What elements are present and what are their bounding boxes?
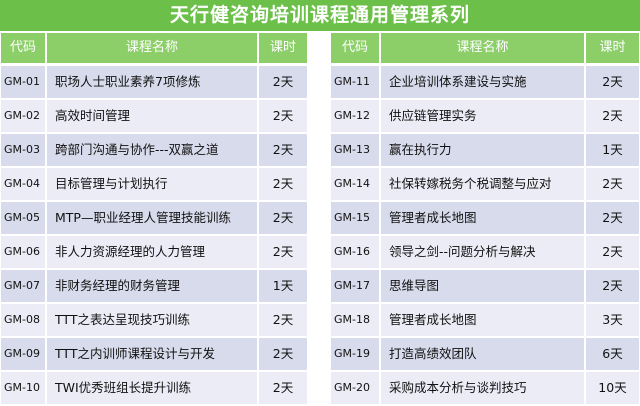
course-hours: 2天 xyxy=(586,236,639,268)
course-name: 思维导图 xyxy=(381,270,584,302)
course-name: 跨部门沟通与协作---双赢之道 xyxy=(47,134,257,166)
course-code: GM-12 xyxy=(331,100,379,132)
course-name: 供应链管理实务 xyxy=(381,100,584,132)
title: 天行健咨询培训课程通用管理系列 xyxy=(0,0,640,31)
course-hours: 1天 xyxy=(586,134,639,166)
course-name: 领导之剑--问题分析与解决 xyxy=(381,236,584,268)
course-hours: 2天 xyxy=(259,338,307,370)
course-hours: 2天 xyxy=(259,202,307,234)
course-code: GM-08 xyxy=(1,304,45,336)
course-hours: 10天 xyxy=(586,372,639,404)
course-code: GM-18 xyxy=(331,304,379,336)
course-name: 高效时间管理 xyxy=(47,100,257,132)
course-name: 社保转嫁税务个税调整与应对 xyxy=(381,168,584,200)
course-name: 非财务经理的财务管理 xyxy=(47,270,257,302)
course-hours: 2天 xyxy=(259,168,307,200)
course-code: GM-10 xyxy=(1,372,45,404)
course-hours: 1天 xyxy=(259,270,307,302)
course-hours: 2天 xyxy=(586,100,639,132)
course-name: 职场人士职业素养7项修炼 xyxy=(47,66,257,98)
header-name: 课程名称 xyxy=(47,33,257,63)
course-hours: 2天 xyxy=(586,168,639,200)
header-name: 课程名称 xyxy=(381,33,584,63)
course-hours: 2天 xyxy=(259,236,307,268)
header-hours: 课时 xyxy=(259,33,307,63)
course-code: GM-06 xyxy=(1,236,45,268)
course-code: GM-01 xyxy=(1,66,45,98)
course-hours: 2天 xyxy=(259,100,307,132)
course-code: GM-14 xyxy=(331,168,379,200)
course-hours: 6天 xyxy=(586,338,639,370)
course-hours: 2天 xyxy=(259,372,307,404)
course-name: 非人力资源经理的人力管理 xyxy=(47,236,257,268)
course-code: GM-11 xyxy=(331,66,379,98)
course-code: GM-02 xyxy=(1,100,45,132)
course-code: GM-03 xyxy=(1,134,45,166)
course-hours: 2天 xyxy=(586,270,639,302)
course-code: GM-16 xyxy=(331,236,379,268)
course-hours: 2天 xyxy=(259,134,307,166)
course-name: TTT之内训师课程设计与开发 xyxy=(47,338,257,370)
course-hours: 2天 xyxy=(586,66,639,98)
header-code: 代码 xyxy=(1,33,45,63)
course-code: GM-17 xyxy=(331,270,379,302)
course-code: GM-04 xyxy=(1,168,45,200)
course-name: 管理者成长地图 xyxy=(381,304,584,336)
course-name: 目标管理与计划执行 xyxy=(47,168,257,200)
course-code: GM-07 xyxy=(1,270,45,302)
header-hours: 课时 xyxy=(586,33,639,63)
course-hours: 2天 xyxy=(586,202,639,234)
course-hours: 3天 xyxy=(586,304,639,336)
course-code: GM-20 xyxy=(331,372,379,404)
course-hours: 2天 xyxy=(259,66,307,98)
course-code: GM-19 xyxy=(331,338,379,370)
course-name: 企业培训体系建设与实施 xyxy=(381,66,584,98)
course-name: TWI优秀班组长提升训练 xyxy=(47,372,257,404)
course-name: 赢在执行力 xyxy=(381,134,584,166)
course-code: GM-13 xyxy=(331,134,379,166)
course-name: 采购成本分析与谈判技巧 xyxy=(381,372,584,404)
course-code: GM-15 xyxy=(331,202,379,234)
course-hours: 2天 xyxy=(259,304,307,336)
course-code: GM-05 xyxy=(1,202,45,234)
header-code: 代码 xyxy=(331,33,379,63)
course-name: MTP—职业经理人管理技能训练 xyxy=(47,202,257,234)
course-code: GM-09 xyxy=(1,338,45,370)
course-name: 打造高绩效团队 xyxy=(381,338,584,370)
course-name: TTT之表达呈现技巧训练 xyxy=(47,304,257,336)
course-name: 管理者成长地图 xyxy=(381,202,584,234)
